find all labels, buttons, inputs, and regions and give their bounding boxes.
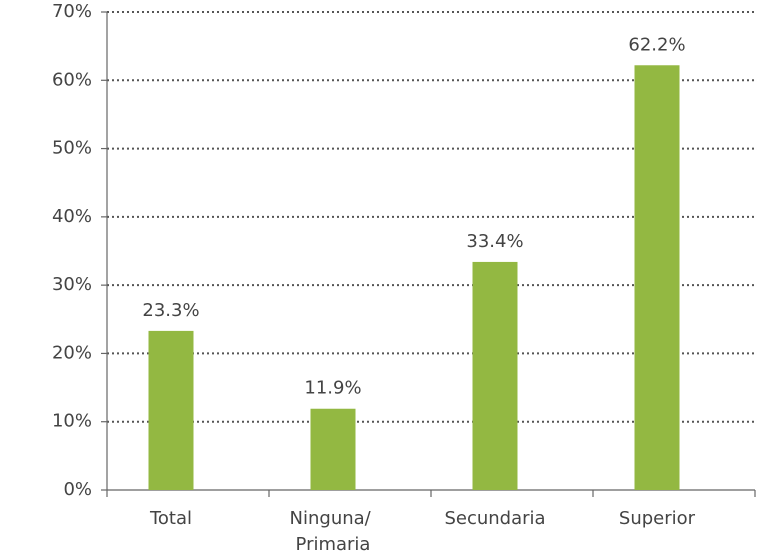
- x-tick-label-line: Superior: [619, 508, 696, 529]
- x-tick-label-line: Secundaria: [444, 508, 545, 529]
- x-tick-label: Superior: [619, 508, 696, 529]
- x-tick-label: Total: [149, 508, 192, 529]
- y-tick-label: 0%: [63, 479, 92, 500]
- x-tick-label-line: Total: [149, 508, 192, 529]
- y-tick-label: 30%: [52, 274, 92, 295]
- y-tick-label: 10%: [52, 411, 92, 432]
- x-tick-label: Secundaria: [444, 508, 545, 529]
- y-tick-label: 70%: [52, 1, 92, 22]
- bar: [148, 330, 194, 490]
- bar: [472, 261, 518, 490]
- y-tick-label: 50%: [52, 138, 92, 159]
- value-label: 33.4%: [466, 231, 523, 252]
- bar: [634, 65, 680, 491]
- y-tick-label: 40%: [52, 206, 92, 227]
- x-tick-label: Ninguna/ Primaria: [290, 508, 377, 555]
- x-tick-label-line: Ninguna/: [290, 508, 377, 529]
- value-label: 23.3%: [142, 300, 199, 321]
- value-label: 62.2%: [628, 34, 685, 55]
- y-tick-label: 20%: [52, 342, 92, 363]
- bar: [310, 408, 356, 490]
- value-label: 11.9%: [304, 378, 361, 399]
- y-tick-label: 60%: [52, 69, 92, 90]
- x-tick-label-line: Primaria: [296, 534, 371, 555]
